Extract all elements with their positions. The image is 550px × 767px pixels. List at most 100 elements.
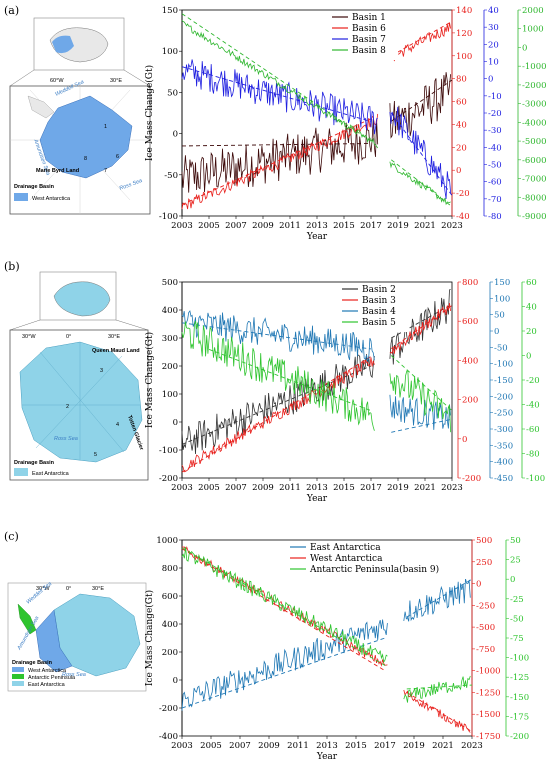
y-tick-label: -200	[159, 474, 178, 484]
y-tick-label: -200	[494, 392, 513, 402]
y-tick-label: -100	[159, 212, 178, 222]
y-tick-label: -200	[159, 704, 178, 714]
y-axis-title: Ice Mass Change(Gt)	[144, 332, 155, 428]
trend-line-0	[181, 637, 386, 709]
series-line-0	[181, 354, 375, 455]
map-a-lon-2: 30°E	[110, 78, 122, 84]
y-tick-label: 25	[510, 556, 521, 566]
y-tick-label: -400	[494, 458, 513, 468]
y-axis-title: Ice Mass Change(Gt)	[144, 590, 155, 686]
panel-label-a: (a)	[4, 4, 19, 17]
y-tick-label: 600	[162, 592, 178, 602]
trend-line-2	[391, 418, 453, 433]
y-tick-label: -50	[488, 161, 502, 171]
panel-label-c: (c)	[4, 530, 19, 543]
map-c-legend-swatch-1	[12, 667, 24, 672]
map-b-ross: Ross Sea	[54, 436, 78, 442]
chart-panel-a: 2003 2005 2007 2009 2011 2013 2015 2017 2019 2021…	[144, 6, 547, 242]
x-tick-label: 2009	[252, 221, 274, 231]
y-tick-label: -80	[526, 450, 540, 460]
map-b-legend-item: East Antarctica	[32, 471, 70, 477]
series-line-0	[389, 72, 451, 139]
x-tick-label: 2011	[279, 483, 301, 493]
y-tick-label: -80	[488, 212, 502, 222]
y-tick-label: 0	[476, 580, 481, 590]
series-line-1	[389, 303, 451, 355]
map-a-legend-item: West Antarctica	[32, 196, 71, 202]
trend-line-3	[208, 348, 372, 412]
legend-box	[338, 284, 408, 332]
legend-label: Antarctic Peninsula(basin 9)	[309, 564, 439, 575]
legend-label: Basin 5	[362, 318, 396, 328]
x-tick-label: 2019	[387, 221, 409, 231]
y-tick-label: 800	[162, 564, 178, 574]
map-b-lon-2: 0°	[66, 334, 71, 340]
y-tick-label: 20	[456, 143, 467, 153]
y-tick-label: 400	[462, 356, 478, 366]
x-tick-label: 2007	[225, 483, 247, 493]
series-line-2	[181, 546, 388, 664]
x-tick-label: 2019	[403, 741, 425, 751]
y-tick-label: -20	[456, 189, 470, 199]
y-tick-label: -450	[494, 474, 513, 484]
y-tick-label: 200	[462, 396, 478, 406]
y-tick-label: 0	[526, 352, 531, 362]
map-a-legend-title: Drainage Basin	[14, 184, 55, 190]
y-tick-label: -400	[159, 732, 178, 742]
y-tick-label: 60	[526, 278, 537, 288]
y-tick-label: -40	[526, 401, 540, 411]
x-tick-label: 2019	[387, 483, 409, 493]
legend-label: Basin 8	[352, 46, 386, 56]
y-tick-label: 250	[476, 558, 492, 568]
y-tick-label: -1000	[476, 667, 501, 677]
trend-line-3	[390, 159, 453, 207]
y-tick-label: 50	[167, 88, 178, 98]
trend-line-1	[181, 118, 372, 205]
y-tick-label: -250	[476, 601, 495, 611]
x-tick-label: 2023	[441, 483, 463, 493]
y-tick-label: -70	[488, 195, 502, 205]
y-tick-label: -20	[526, 376, 540, 386]
map-b-basin-5: 5	[94, 452, 97, 458]
legend-label: West Antarctica	[310, 554, 383, 564]
y-tick-label: -1750	[476, 732, 501, 742]
x-tick-label: 2015	[333, 221, 355, 231]
trend-line-0	[406, 578, 473, 618]
x-axis-title: Year	[306, 494, 328, 504]
y-tick-label: 0	[522, 43, 527, 53]
plot-frame	[181, 9, 453, 217]
series-line-3	[389, 161, 451, 206]
y-tick-label: -75	[510, 634, 524, 644]
y-tick-label: 500	[476, 536, 492, 546]
trend-line-0	[181, 365, 372, 445]
legend-label: Basin 1	[352, 13, 386, 23]
y-tick-label: -100	[159, 446, 178, 456]
y-tick-label: -1000	[522, 62, 547, 72]
x-tick-label: 2013	[306, 221, 328, 231]
x-tick-label: 2021	[414, 221, 436, 231]
trend-line-1	[391, 21, 453, 57]
x-tick-label: 2003	[171, 221, 193, 231]
map-c-legend-item-3: East Antarctica	[28, 682, 66, 688]
trend-line-1	[181, 548, 386, 672]
y-tick-label: -40	[456, 212, 470, 222]
x-tick-label: 2017	[360, 221, 382, 231]
y-tick-label: 20	[488, 40, 499, 50]
y-tick-label: -60	[526, 425, 540, 435]
y-tick-label: -350	[494, 441, 513, 451]
map-b-lon-1: 30°W	[22, 334, 36, 340]
x-tick-label: 2013	[316, 741, 338, 751]
x-tick-label: 2007	[229, 741, 251, 751]
y-tick-label: 0	[456, 166, 461, 176]
map-a-basin-1: 1	[104, 124, 107, 130]
y-tick-label: 0	[462, 435, 467, 445]
legend-label: East Antarctica	[310, 543, 381, 553]
x-axis-title: Year	[306, 232, 328, 242]
series-line-1	[389, 22, 451, 62]
y-tick-label: 100	[456, 52, 472, 62]
x-tick-label: 2007	[225, 221, 247, 231]
series-line-0	[181, 619, 388, 711]
series-line-3	[389, 370, 451, 433]
trend-line-0	[390, 79, 453, 122]
